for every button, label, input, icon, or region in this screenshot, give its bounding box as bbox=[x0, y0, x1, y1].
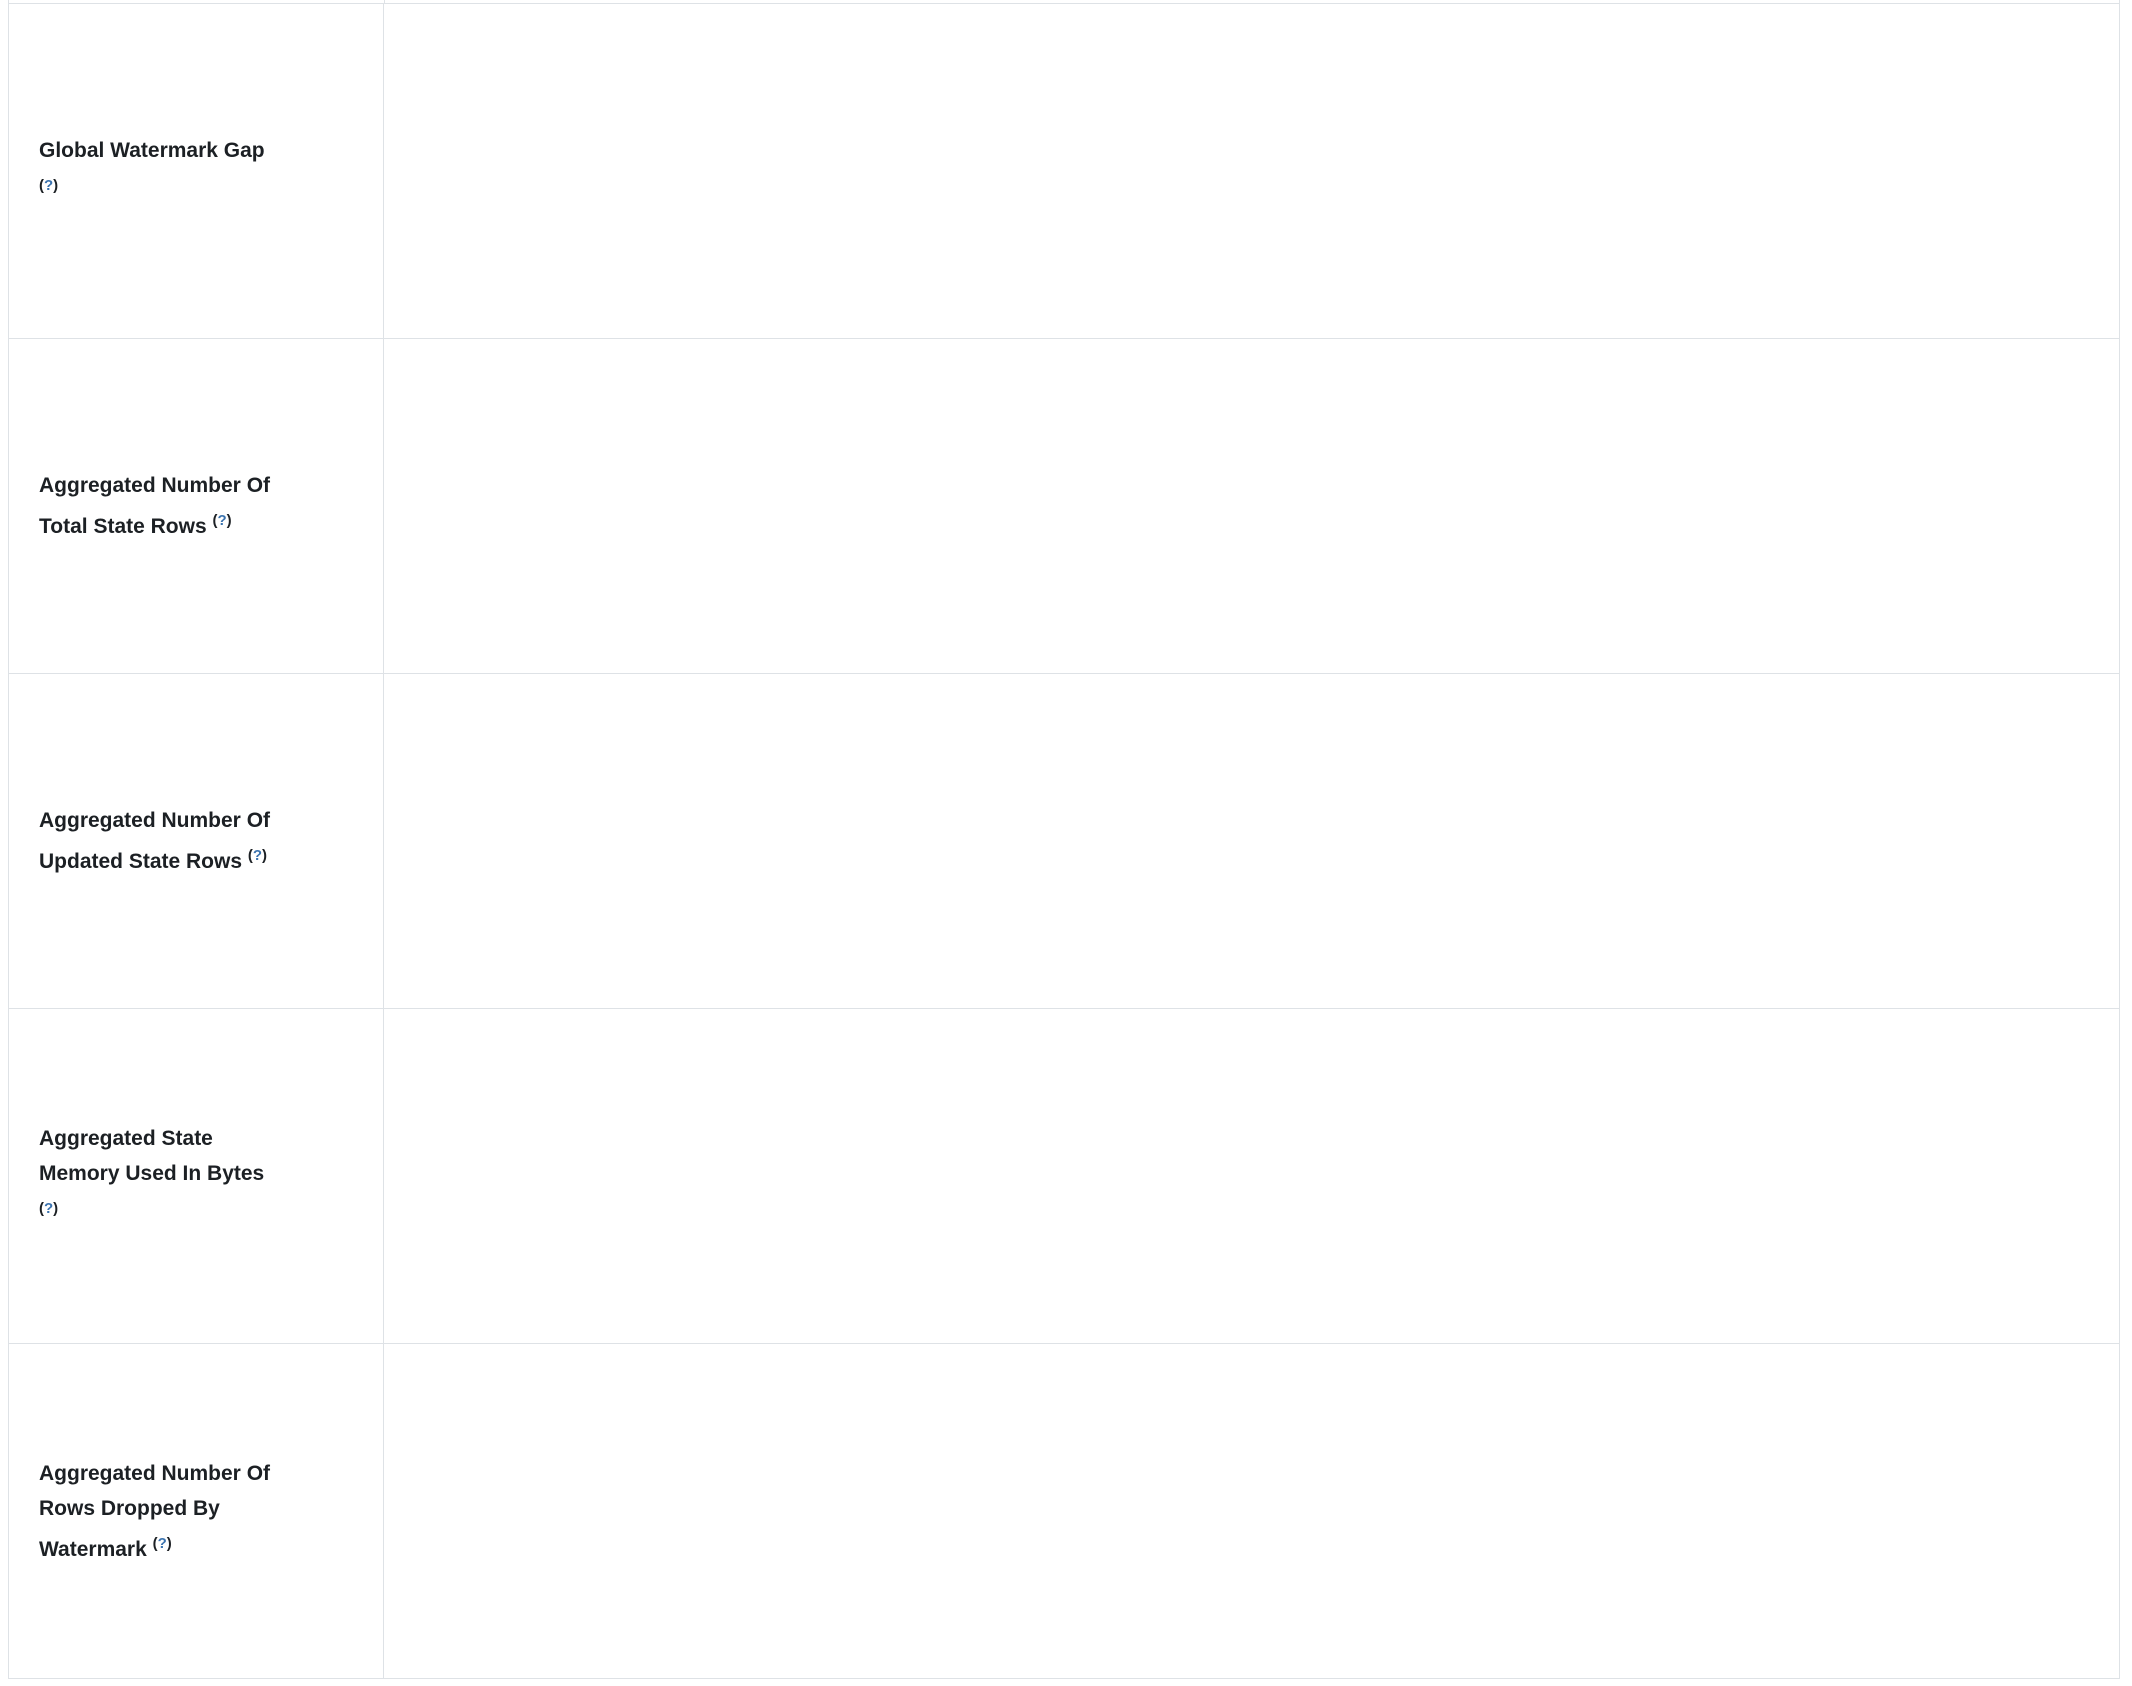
metrics-table: Global Watermark Gap (?) Aggregated Numbe… bbox=[8, 3, 2120, 1679]
metric-charts-cell bbox=[384, 674, 2119, 1008]
help-link[interactable]: ? bbox=[44, 1199, 54, 1217]
metric-row: Global Watermark Gap (?) bbox=[9, 4, 2119, 339]
help-tooltip: (?) bbox=[152, 1534, 172, 1552]
metric-label-cell: Aggregated Number Of Total State Rows (?) bbox=[9, 339, 384, 673]
help-link[interactable]: ? bbox=[252, 847, 263, 864]
help-link[interactable]: ? bbox=[217, 512, 227, 529]
metric-title: Global Watermark Gap (?) bbox=[39, 139, 265, 194]
metric-title: Aggregated Number Of Total State Rows (?) bbox=[39, 474, 271, 538]
metric-charts-cell bbox=[384, 1344, 2119, 1678]
metric-row: Aggregated Number Of Rows Dropped By Water… bbox=[9, 1344, 2119, 1679]
metric-charts-cell bbox=[384, 1009, 2119, 1343]
help-tooltip: (?) bbox=[39, 1199, 59, 1217]
metric-charts-cell bbox=[384, 339, 2119, 673]
metric-label-cell: Aggregated Number Of Updated State Rows (… bbox=[9, 674, 384, 1008]
metric-row: Aggregated Number Of Updated State Rows (… bbox=[9, 674, 2119, 1009]
metric-title: Aggregated State Memory Used In Bytes (?) bbox=[39, 1126, 265, 1217]
metric-label-cell: Global Watermark Gap (?) bbox=[9, 4, 384, 338]
metric-title: Aggregated Number Of Updated State Rows (… bbox=[39, 809, 271, 873]
help-tooltip: (?) bbox=[247, 847, 268, 864]
metric-label-cell: Aggregated State Memory Used In Bytes (?) bbox=[9, 1009, 384, 1343]
metric-charts-cell bbox=[384, 4, 2119, 338]
help-link[interactable]: ? bbox=[157, 1534, 167, 1552]
metric-row: Aggregated Number Of Total State Rows (?) bbox=[9, 339, 2119, 674]
help-tooltip: (?) bbox=[212, 512, 232, 529]
metric-row: Aggregated State Memory Used In Bytes (?) bbox=[9, 1009, 2119, 1344]
metric-title: Aggregated Number Of Rows Dropped By Water… bbox=[39, 1461, 271, 1561]
metric-label-cell: Aggregated Number Of Rows Dropped By Water… bbox=[9, 1344, 384, 1678]
help-tooltip: (?) bbox=[39, 177, 59, 194]
previous-row-sliver bbox=[8, 0, 2120, 3]
help-link[interactable]: ? bbox=[44, 177, 54, 194]
